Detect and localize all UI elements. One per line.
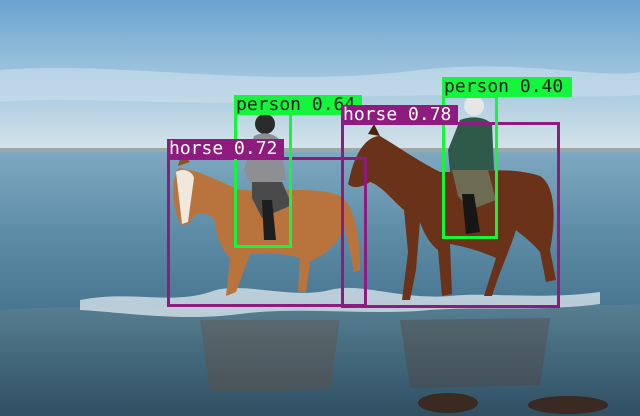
label-person-left: person 0.64 (234, 95, 362, 115)
label-person-right: person 0.40 (442, 77, 572, 97)
reflection (200, 320, 340, 392)
bbox-person-left (234, 112, 292, 248)
label-horse-left: horse 0.72 (167, 139, 284, 159)
shallow-water (0, 303, 640, 416)
rock (418, 393, 478, 413)
rider-right (448, 96, 496, 234)
label-horse-right: horse 0.78 (341, 105, 458, 125)
horizon-land (0, 148, 640, 153)
rock (528, 396, 608, 414)
foam (80, 287, 600, 318)
horse-right (348, 124, 556, 300)
reflection (400, 318, 550, 388)
